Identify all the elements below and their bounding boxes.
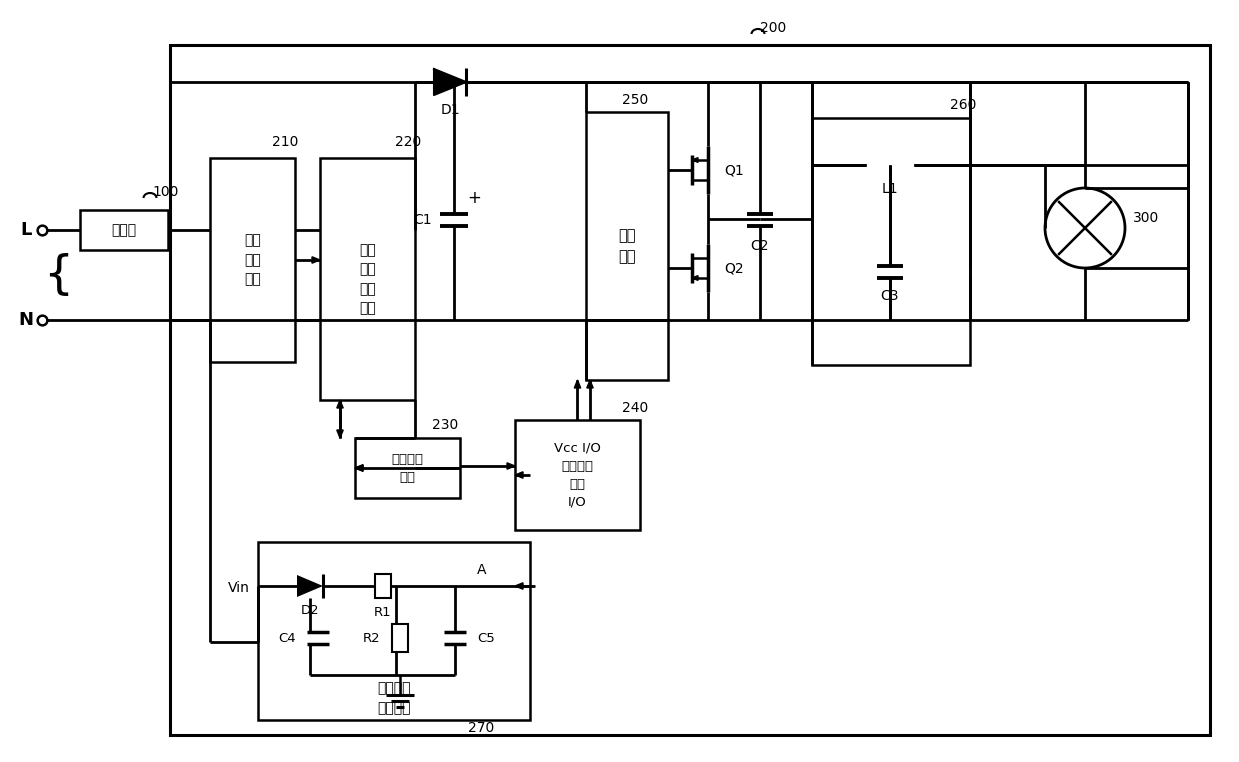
Text: L: L: [20, 221, 32, 239]
Polygon shape: [515, 472, 523, 479]
Bar: [81, 210, 169, 250]
Text: 240: 240: [622, 401, 648, 415]
Text: 过压欠压
保护单元: 过压欠压 保护单元: [377, 681, 411, 715]
Bar: [392, 624, 408, 652]
Text: 300: 300: [1132, 211, 1160, 225]
Polygon shape: [693, 276, 698, 280]
Text: Vin: Vin: [228, 581, 250, 595]
Bar: [515, 420, 641, 530]
Bar: [586, 112, 668, 380]
Polygon shape: [312, 257, 320, 263]
Text: Q2: Q2: [724, 261, 743, 275]
Text: Q1: Q1: [724, 163, 743, 177]
Bar: [209, 158, 295, 362]
Text: D2: D2: [301, 604, 320, 616]
Text: +: +: [467, 189, 481, 207]
Polygon shape: [434, 69, 466, 95]
Text: C3: C3: [881, 289, 900, 303]
Text: R1: R1: [374, 606, 392, 619]
Text: A: A: [477, 563, 487, 577]
Text: 功率
因数
校正
单元: 功率 因数 校正 单元: [359, 243, 375, 315]
Circle shape: [1044, 188, 1125, 268]
Polygon shape: [297, 575, 323, 597]
Bar: [320, 158, 415, 400]
Bar: [375, 574, 392, 598]
Polygon shape: [507, 463, 515, 469]
Polygon shape: [575, 380, 581, 388]
Text: 260: 260: [950, 98, 976, 112]
Text: 开关电源
模块: 开关电源 模块: [392, 453, 424, 484]
Text: 220: 220: [395, 135, 421, 149]
Bar: [170, 45, 1211, 735]
Polygon shape: [337, 400, 343, 408]
Polygon shape: [587, 380, 593, 388]
Text: C2: C2: [751, 239, 769, 253]
Text: {: {: [43, 252, 73, 297]
Text: C4: C4: [279, 632, 296, 645]
Text: 整流
滤波
单元: 整流 滤波 单元: [244, 233, 261, 287]
Text: C1: C1: [414, 213, 432, 227]
Bar: [258, 542, 530, 720]
Text: Vcc I/O
微控制器
模块
I/O: Vcc I/O 微控制器 模块 I/O: [554, 441, 601, 508]
Text: C5: C5: [477, 632, 494, 645]
Text: 保险丝: 保险丝: [112, 223, 136, 237]
Bar: [812, 118, 970, 365]
Text: D1: D1: [440, 103, 460, 117]
Text: N: N: [19, 311, 33, 329]
Text: L1: L1: [882, 182, 898, 196]
Text: 270: 270: [468, 721, 494, 735]
Polygon shape: [356, 465, 363, 471]
Text: 250: 250: [622, 93, 648, 107]
Text: 210: 210: [273, 135, 299, 149]
Text: 230: 230: [432, 418, 458, 432]
Text: R2: R2: [362, 632, 380, 645]
Polygon shape: [356, 465, 363, 471]
Polygon shape: [337, 430, 343, 438]
Text: 200: 200: [760, 21, 787, 35]
Polygon shape: [693, 158, 698, 162]
Text: 驱动
单元: 驱动 单元: [618, 228, 636, 264]
Bar: [356, 438, 460, 498]
Text: 100: 100: [152, 185, 178, 199]
Polygon shape: [515, 583, 523, 589]
